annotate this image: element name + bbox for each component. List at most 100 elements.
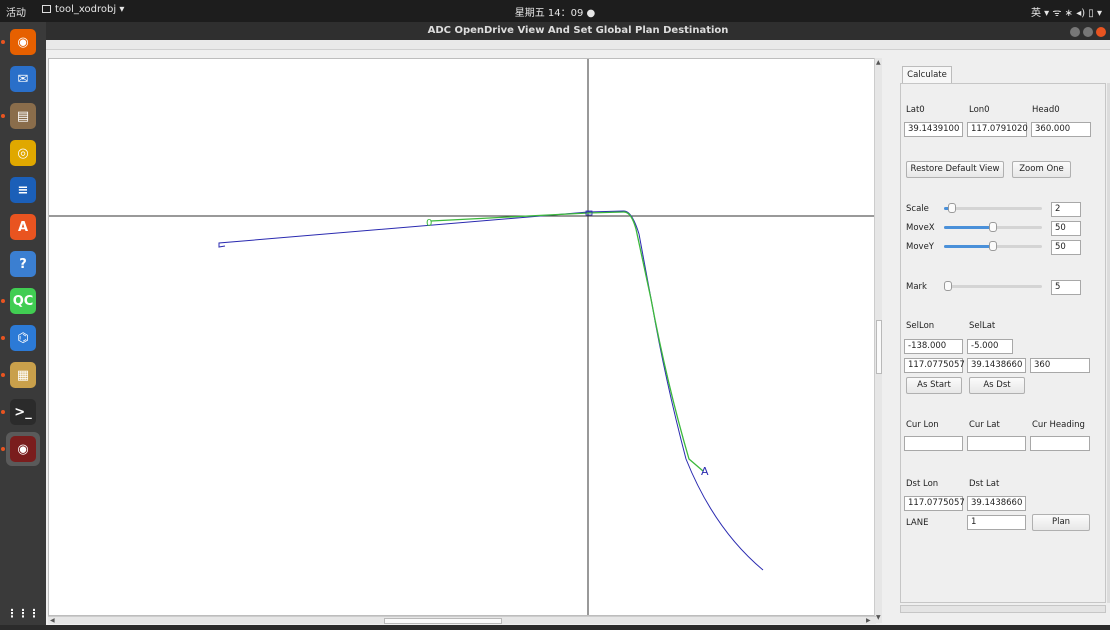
running-indicator: [1, 299, 5, 303]
files-icon: ▤: [10, 103, 36, 129]
head0-label: Head0: [1032, 105, 1060, 115]
scroll-left-arrow[interactable]: ◀: [50, 617, 55, 624]
map-view[interactable]: 0 A: [48, 58, 882, 616]
window-title: ADC OpenDrive View And Set Global Plan D…: [427, 25, 729, 36]
canvas-horizontal-scrollbar[interactable]: ◀ ▶: [48, 616, 876, 624]
mark-value-field[interactable]: 5: [1051, 280, 1081, 295]
sellat-label: SelLat: [969, 321, 996, 331]
lon0-field[interactable]: 117.0791020: [967, 122, 1028, 137]
map-canvas[interactable]: 0 A: [49, 59, 882, 616]
running-indicator: [1, 114, 5, 118]
dock-files-launcher[interactable]: ▤: [6, 99, 40, 133]
dock: ◉ ✉ ▤ ◎ ≡ A? QC ⌬ ▦ >_ ◉ ⋮⋮⋮: [0, 22, 46, 625]
firefox-icon: ◉: [10, 29, 36, 55]
sellat-field[interactable]: -5.000: [967, 339, 1013, 354]
close-button[interactable]: [1096, 27, 1106, 37]
movex-label: MoveX: [906, 223, 935, 233]
destination-marker: A: [701, 465, 709, 478]
lat0-label: Lat0: [906, 105, 925, 115]
dock-writer-launcher[interactable]: ≡: [6, 173, 40, 207]
as-dst-button[interactable]: As Dst: [969, 377, 1025, 394]
dst-lon-field[interactable]: 117.0775057: [904, 496, 965, 511]
dock-rhythmbox-launcher[interactable]: ◎: [6, 136, 40, 170]
running-indicator: [1, 447, 5, 451]
clock[interactable]: 星期五 14：09 ●: [514, 8, 596, 19]
qtcreator-icon: QC: [10, 288, 36, 314]
dock-tool-app-launcher[interactable]: ◉: [6, 432, 40, 466]
minimize-button[interactable]: [1070, 27, 1080, 37]
cur-lat-field[interactable]: [967, 436, 1026, 451]
cur-heading-field[interactable]: [1030, 436, 1090, 451]
window-icon: [42, 5, 51, 13]
running-indicator: [1, 410, 5, 414]
scroll-right-arrow[interactable]: ▶: [866, 617, 871, 624]
tab-calculate[interactable]: Calculate: [902, 66, 952, 84]
vertical-scroll-thumb[interactable]: [876, 320, 882, 374]
movey-value-field[interactable]: 50: [1051, 240, 1081, 255]
pane-horizontal-scrollbar[interactable]: [900, 605, 1106, 613]
dock-archive-launcher[interactable]: ▦: [6, 358, 40, 392]
sellon-field[interactable]: -138.000: [904, 339, 963, 354]
dock-software-launcher[interactable]: A: [6, 210, 40, 244]
scroll-down-arrow[interactable]: ▼: [876, 614, 881, 621]
software-icon: A: [10, 214, 36, 240]
mark-slider[interactable]: [944, 280, 1042, 292]
running-indicator: [1, 40, 5, 44]
dock-vscode-launcher[interactable]: ⌬: [6, 321, 40, 355]
lane-field[interactable]: 1: [967, 515, 1026, 530]
window-controls: [1067, 26, 1106, 44]
zoom-one-button[interactable]: Zoom One: [1012, 161, 1071, 178]
dst-lat-field[interactable]: 39.1438660: [967, 496, 1026, 511]
vscode-icon: ⌬: [10, 325, 36, 351]
canvas-vertical-scrollbar[interactable]: ▲ ▼: [874, 58, 882, 623]
horizontal-scroll-thumb[interactable]: [384, 618, 502, 624]
dock-terminal-launcher[interactable]: >_: [6, 395, 40, 429]
scale-slider[interactable]: [944, 202, 1042, 214]
dock-firefox-launcher[interactable]: ◉: [6, 25, 40, 59]
show-applications-button[interactable]: ⋮⋮⋮: [6, 596, 40, 630]
running-indicator: [1, 336, 5, 340]
head0-field[interactable]: 360.000: [1031, 122, 1091, 137]
scale-value-field[interactable]: 2: [1051, 202, 1081, 217]
restore-default-view-button[interactable]: Restore Default View: [906, 161, 1004, 178]
mark-label: Mark: [906, 282, 927, 292]
sel-head-field[interactable]: 360: [1030, 358, 1090, 373]
sellon-label: SelLon: [906, 321, 935, 331]
dock-qtcreator-launcher[interactable]: QC: [6, 284, 40, 318]
thunderbird-icon: ✉: [10, 66, 36, 92]
help-icon: ?: [10, 251, 36, 277]
maximize-button[interactable]: [1083, 27, 1093, 37]
sel-lat-abs-field[interactable]: 39.1438660: [967, 358, 1026, 373]
running-indicator: [1, 373, 5, 377]
scroll-up-arrow[interactable]: ▲: [876, 59, 881, 66]
calculate-pane: Lat0 Lon0 Head0 39.1439100 117.0791020 3…: [900, 83, 1106, 603]
menu-bar: [46, 40, 1110, 50]
movey-label: MoveY: [906, 242, 934, 252]
start-marker: 0: [426, 218, 432, 229]
sel-lon-abs-field[interactable]: 117.0775057: [904, 358, 965, 373]
app-menu[interactable]: tool_xodrobj ▾: [42, 4, 124, 15]
cur-lon-field[interactable]: [904, 436, 963, 451]
system-status-menu[interactable]: 英 ▾ ᯤ ∗ ◂) ▯ ▾: [1030, 8, 1102, 19]
cur-lat-label: Cur Lat: [969, 420, 1000, 430]
pane-vertical-scrollbar[interactable]: [1107, 83, 1110, 603]
movex-slider[interactable]: [944, 221, 1042, 233]
lon0-label: Lon0: [969, 105, 990, 115]
as-start-button[interactable]: As Start: [906, 377, 962, 394]
plan-route-line: [430, 211, 704, 472]
dock-thunderbird-launcher[interactable]: ✉: [6, 62, 40, 96]
rhythmbox-icon: ◎: [10, 140, 36, 166]
movex-value-field[interactable]: 50: [1051, 221, 1081, 236]
window-titlebar: ADC OpenDrive View And Set Global Plan D…: [46, 22, 1110, 40]
app-grid-icon: ⋮⋮⋮: [6, 606, 40, 620]
dock-help-launcher[interactable]: ?: [6, 247, 40, 281]
tool-app-icon: ◉: [10, 436, 36, 462]
movey-slider[interactable]: [944, 240, 1042, 252]
dst-lat-label: Dst Lat: [969, 479, 1000, 489]
plan-button[interactable]: Plan: [1032, 514, 1090, 531]
activities-button[interactable]: 活动: [6, 8, 26, 19]
top-bar: 活动 tool_xodrobj ▾ 星期五 14：09 ● 英 ▾ ᯤ ∗ ◂)…: [0, 0, 1110, 22]
writer-icon: ≡: [10, 177, 36, 203]
lat0-field[interactable]: 39.1439100: [904, 122, 963, 137]
archive-icon: ▦: [10, 362, 36, 388]
